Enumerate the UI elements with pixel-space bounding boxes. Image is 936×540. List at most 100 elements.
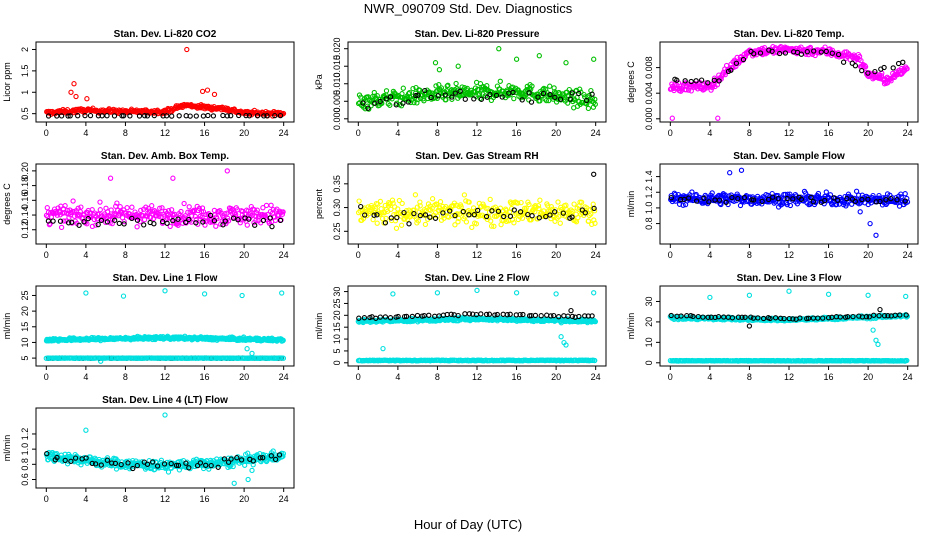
data-point — [883, 197, 889, 203]
data-point — [591, 171, 597, 177]
y-tick-label: 1.4 — [644, 170, 654, 183]
data-point — [535, 94, 541, 100]
data-point — [458, 204, 464, 210]
data-point — [145, 205, 152, 212]
data-point — [519, 215, 526, 221]
data-point — [436, 82, 442, 88]
data-point — [426, 312, 432, 318]
data-point — [528, 99, 535, 105]
data-point — [413, 92, 419, 99]
data-point — [739, 314, 745, 320]
data-point — [406, 221, 412, 227]
data-point — [121, 221, 127, 227]
data-point — [746, 292, 753, 298]
data-point — [70, 198, 76, 204]
data-point — [488, 218, 494, 224]
data-point — [853, 188, 860, 194]
data-point — [751, 51, 757, 57]
data-point — [64, 461, 71, 467]
data-point — [382, 314, 389, 320]
data-point — [456, 215, 462, 222]
data-point — [707, 294, 713, 301]
data-point — [904, 357, 910, 364]
data-point — [469, 224, 475, 231]
data-points — [43, 168, 286, 231]
x-tick-label: 24 — [279, 494, 289, 504]
data-point — [389, 197, 396, 203]
data-point — [374, 93, 380, 99]
data-point — [260, 217, 267, 224]
data-point — [400, 85, 406, 91]
data-point — [449, 94, 455, 100]
data-point — [239, 212, 245, 218]
data-point — [387, 315, 394, 321]
data-point — [121, 218, 127, 225]
x-tick-label: 4 — [707, 372, 712, 382]
data-points — [43, 412, 287, 486]
data-point — [410, 85, 416, 92]
data-point — [540, 90, 547, 97]
x-tick-label: 20 — [239, 372, 249, 382]
data-point — [466, 199, 472, 205]
data-point — [741, 194, 748, 201]
data-point — [834, 197, 841, 203]
y-tick-label: 25 — [20, 290, 30, 300]
y-tick-label: 0.000 — [332, 108, 342, 131]
panel-temp: Stan. Dev. Li-820 Temp.degrees C0 4 8 12 16 2… — [626, 29, 919, 138]
data-point — [411, 99, 417, 106]
data-point — [798, 51, 805, 57]
data-point — [187, 113, 193, 119]
x-tick-label: 12 — [160, 128, 170, 138]
data-point — [551, 312, 557, 319]
data-point — [829, 50, 835, 56]
data-point — [114, 200, 120, 206]
data-point — [267, 215, 273, 221]
x-tick-label: 0 — [44, 250, 49, 260]
data-point — [463, 219, 470, 225]
data-points — [355, 287, 599, 364]
data-point — [669, 115, 675, 121]
data-point — [784, 195, 790, 202]
data-point — [790, 196, 796, 202]
panel-title: Stan. Dev. Sample Flow — [733, 151, 845, 162]
data-point — [552, 209, 558, 215]
y-tick-label: 0.020 — [332, 37, 342, 60]
data-point — [261, 113, 267, 119]
data-point — [876, 313, 882, 319]
panel-title: Stan. Dev. Line 4 (LT) Flow — [102, 395, 228, 406]
data-point — [805, 315, 812, 321]
y-tick-label: 0.14 — [20, 206, 30, 224]
data-point — [58, 113, 65, 119]
x-tick-label: 20 — [551, 372, 561, 382]
x-tick-label: 16 — [512, 250, 522, 260]
data-point — [555, 199, 561, 205]
data-point — [729, 194, 735, 201]
data-points — [43, 288, 287, 364]
y-axis-label: percent — [314, 188, 324, 219]
data-point — [462, 214, 468, 220]
data-point — [852, 63, 859, 69]
data-point — [784, 201, 790, 208]
data-point — [902, 191, 908, 197]
data-point — [167, 223, 173, 230]
data-point — [748, 314, 754, 320]
data-point — [529, 213, 535, 219]
data-points — [668, 167, 911, 238]
data-point — [487, 91, 493, 98]
data-point — [239, 292, 245, 299]
data-point — [455, 63, 461, 69]
data-point — [57, 209, 63, 215]
data-point — [690, 313, 696, 320]
data-point — [782, 50, 789, 56]
x-tick-label: 12 — [160, 372, 170, 382]
data-point — [393, 102, 399, 108]
plot-frame — [35, 285, 295, 367]
x-tick-label: 20 — [863, 250, 873, 260]
data-point — [436, 208, 442, 214]
y-tick-label: 0.000 — [644, 108, 654, 131]
x-tick-label: 4 — [707, 250, 712, 260]
y-axis-label: degrees C — [2, 183, 12, 225]
data-point — [513, 211, 519, 217]
data-point — [682, 78, 688, 84]
